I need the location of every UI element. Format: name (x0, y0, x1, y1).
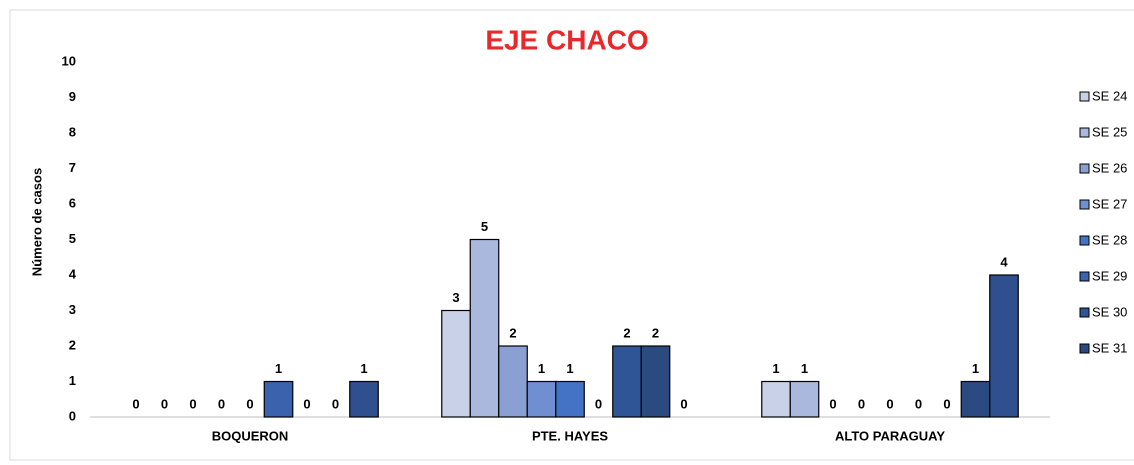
chart-frame (9, 9, 1134, 461)
data-label: 1 (972, 361, 979, 376)
legend-swatch (1079, 91, 1090, 102)
chart-title: EJE CHACO (485, 24, 648, 55)
data-label: 0 (161, 396, 168, 411)
bar (612, 345, 642, 418)
data-label: 0 (915, 396, 922, 411)
data-label: 0 (858, 396, 865, 411)
legend-label: SE 31 (1092, 340, 1127, 355)
legend-label: SE 24 (1092, 88, 1127, 103)
y-tick-label: 4 (69, 266, 77, 281)
x-tick-label: BOQUERON (212, 428, 289, 443)
y-tick-label: 7 (69, 160, 76, 175)
data-label: 0 (829, 396, 836, 411)
data-label: 2 (652, 325, 659, 340)
legend-swatch (1079, 235, 1090, 246)
bar (989, 274, 1019, 418)
x-tick-label: ALTO PARAGUAY (835, 428, 945, 443)
data-label: 0 (303, 396, 310, 411)
y-tick-label: 2 (69, 337, 76, 352)
y-tick-label: 0 (69, 408, 76, 423)
data-label: 1 (360, 361, 367, 376)
data-label: 0 (886, 396, 893, 411)
data-label: 3 (452, 290, 459, 305)
y-tick-label: 10 (62, 53, 76, 68)
bar (349, 380, 379, 418)
bar (526, 380, 557, 418)
bar (640, 345, 671, 418)
data-label: 5 (481, 219, 488, 234)
data-label: 0 (943, 396, 950, 411)
legend-label: SE 29 (1092, 268, 1127, 283)
y-tick-label: 3 (69, 302, 76, 317)
legend-label: SE 25 (1092, 124, 1127, 139)
y-tick-label: 9 (69, 89, 76, 104)
data-label: 0 (332, 396, 339, 411)
data-label: 1 (538, 361, 545, 376)
data-label: 2 (623, 325, 630, 340)
data-label: 0 (218, 396, 225, 411)
y-tick-label: 6 (69, 195, 76, 210)
data-label: 0 (246, 396, 253, 411)
bar (441, 309, 471, 418)
y-tick-label: 5 (69, 231, 76, 246)
bar (555, 380, 585, 418)
y-tick-label: 1 (69, 373, 76, 388)
bar (789, 380, 820, 418)
legend-label: SE 30 (1092, 304, 1127, 319)
legend-swatch (1079, 127, 1090, 138)
legend-swatch (1079, 271, 1090, 282)
legend-label: SE 27 (1092, 196, 1127, 211)
bar (498, 345, 528, 418)
bar (469, 238, 500, 418)
data-label: 1 (772, 361, 779, 376)
bar (263, 380, 294, 418)
legend-swatch (1079, 307, 1090, 318)
y-axis-title: Número de casos (29, 168, 44, 276)
legend-swatch (1079, 163, 1090, 174)
legend-label: SE 26 (1092, 160, 1127, 175)
x-tick-label: PTE. HAYES (532, 428, 608, 443)
data-label: 2 (509, 325, 516, 340)
data-label: 1 (801, 361, 808, 376)
data-label: 0 (189, 396, 196, 411)
legend-swatch (1079, 199, 1090, 210)
data-label: 1 (566, 361, 573, 376)
data-label: 1 (275, 361, 282, 376)
legend-swatch (1079, 343, 1090, 354)
bar (761, 380, 791, 418)
data-label: 4 (1000, 254, 1008, 269)
legend-label: SE 28 (1092, 232, 1127, 247)
bar (960, 380, 991, 418)
data-label: 0 (595, 396, 602, 411)
data-label: 0 (680, 396, 687, 411)
y-tick-label: 8 (69, 124, 76, 139)
data-label: 0 (132, 396, 139, 411)
